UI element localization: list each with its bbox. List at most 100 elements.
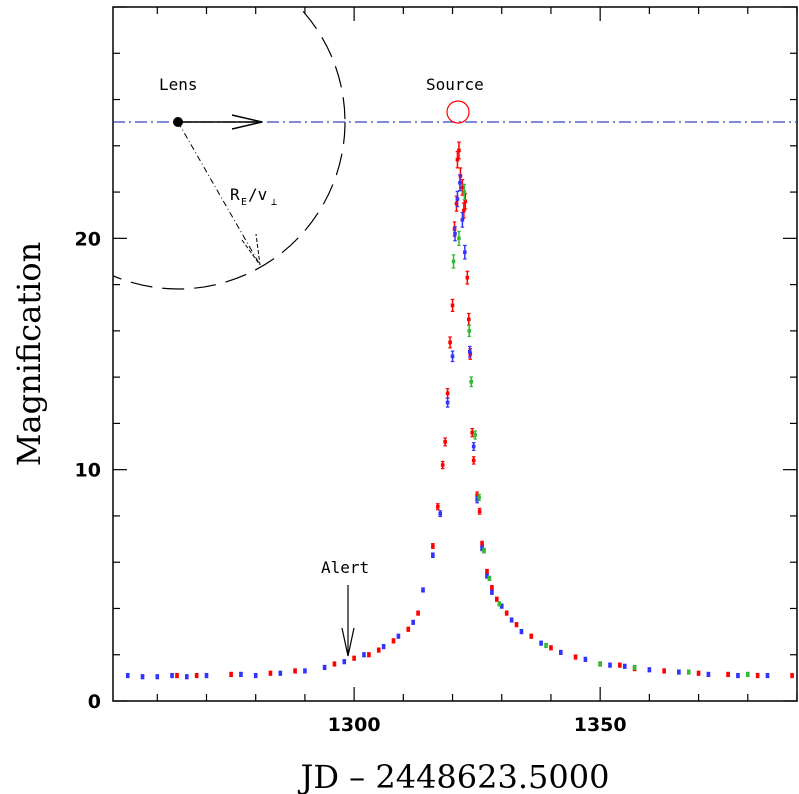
data-point bbox=[487, 575, 492, 581]
data-point bbox=[352, 655, 356, 661]
data-point bbox=[477, 507, 482, 515]
data-point bbox=[622, 663, 627, 669]
data-point bbox=[509, 617, 514, 623]
x-tick-label: 1350 bbox=[574, 714, 627, 736]
data-point bbox=[362, 652, 366, 658]
data-point bbox=[686, 669, 691, 675]
y-tick-label: 10 bbox=[75, 460, 101, 482]
data-point bbox=[421, 587, 425, 593]
data-point bbox=[462, 183, 467, 201]
einstein-radius-arrowhead bbox=[241, 233, 261, 266]
data-point bbox=[391, 638, 396, 644]
data-point bbox=[539, 640, 543, 646]
data-point bbox=[376, 647, 381, 653]
data-point bbox=[497, 601, 502, 607]
x-tick-label: 1300 bbox=[328, 714, 381, 736]
data-point bbox=[706, 671, 711, 677]
radius-slash-v: /v bbox=[248, 185, 267, 204]
data-point bbox=[583, 656, 588, 662]
data-points bbox=[125, 141, 794, 680]
velocity-arrowhead bbox=[231, 114, 263, 130]
data-point bbox=[204, 672, 209, 679]
radius-sub-e: E bbox=[241, 197, 247, 208]
data-point bbox=[293, 668, 297, 674]
data-point bbox=[381, 644, 386, 650]
data-point bbox=[443, 437, 447, 447]
data-point bbox=[558, 649, 563, 656]
data-point bbox=[303, 668, 307, 674]
data-point bbox=[411, 619, 415, 625]
einstein-ring bbox=[113, 7, 346, 290]
x-axis-title: JD – 2448623.5000 bbox=[298, 758, 610, 794]
data-point bbox=[322, 664, 327, 671]
data-point bbox=[253, 672, 258, 679]
radius-perp: ⊥ bbox=[271, 197, 277, 208]
data-point bbox=[451, 254, 456, 269]
alert-arrowhead bbox=[341, 627, 355, 657]
data-point bbox=[544, 642, 548, 649]
source-circle bbox=[446, 100, 470, 124]
data-point bbox=[140, 674, 145, 680]
data-point bbox=[268, 670, 273, 676]
data-point bbox=[485, 568, 489, 575]
data-point bbox=[466, 312, 471, 326]
data-point bbox=[457, 141, 461, 160]
data-point bbox=[440, 460, 445, 470]
data-point bbox=[438, 510, 443, 518]
data-point bbox=[467, 345, 472, 358]
data-point bbox=[573, 654, 578, 660]
data-point bbox=[445, 397, 450, 408]
data-point bbox=[416, 610, 420, 616]
data-point bbox=[477, 493, 481, 502]
data-point bbox=[175, 672, 179, 679]
data-point bbox=[448, 336, 452, 349]
data-point bbox=[765, 672, 770, 679]
data-point bbox=[745, 671, 750, 677]
data-point bbox=[467, 324, 472, 338]
plot-frame bbox=[112, 6, 798, 702]
data-point bbox=[229, 671, 233, 677]
data-point bbox=[457, 230, 461, 246]
data-point bbox=[490, 589, 494, 595]
data-point bbox=[460, 179, 465, 196]
data-point bbox=[480, 540, 484, 547]
data-point bbox=[482, 547, 486, 554]
y-axis-title: Magnification bbox=[10, 242, 48, 466]
data-point bbox=[519, 628, 524, 635]
data-point bbox=[490, 585, 494, 591]
data-point bbox=[170, 672, 174, 679]
data-point bbox=[608, 662, 612, 668]
lens-dot bbox=[173, 117, 183, 127]
data-point bbox=[342, 659, 347, 665]
data-point bbox=[632, 664, 637, 671]
data-point bbox=[453, 226, 457, 242]
data-point bbox=[465, 270, 470, 285]
einstein-radius-label: R E /v ⊥ bbox=[230, 185, 277, 208]
data-point bbox=[239, 671, 243, 677]
data-point bbox=[504, 610, 509, 616]
data-point bbox=[662, 668, 666, 674]
data-point bbox=[445, 388, 450, 399]
source-label: Source bbox=[426, 75, 484, 94]
radius-r: R bbox=[230, 185, 240, 204]
data-point bbox=[455, 190, 460, 208]
y-tick-label: 20 bbox=[75, 228, 101, 250]
data-point bbox=[677, 669, 681, 675]
data-point bbox=[450, 350, 455, 363]
data-point bbox=[463, 244, 467, 260]
data-point bbox=[495, 596, 499, 602]
data-point bbox=[696, 670, 701, 676]
data-point bbox=[549, 645, 553, 651]
data-point bbox=[471, 456, 476, 465]
data-point bbox=[396, 633, 401, 639]
data-point bbox=[278, 670, 283, 676]
data-point bbox=[458, 174, 462, 192]
data-point bbox=[460, 211, 465, 228]
data-point bbox=[406, 626, 411, 632]
data-point bbox=[155, 674, 160, 680]
data-point bbox=[471, 442, 476, 451]
data-point bbox=[647, 667, 652, 673]
data-point bbox=[473, 430, 477, 440]
data-point bbox=[736, 672, 740, 679]
